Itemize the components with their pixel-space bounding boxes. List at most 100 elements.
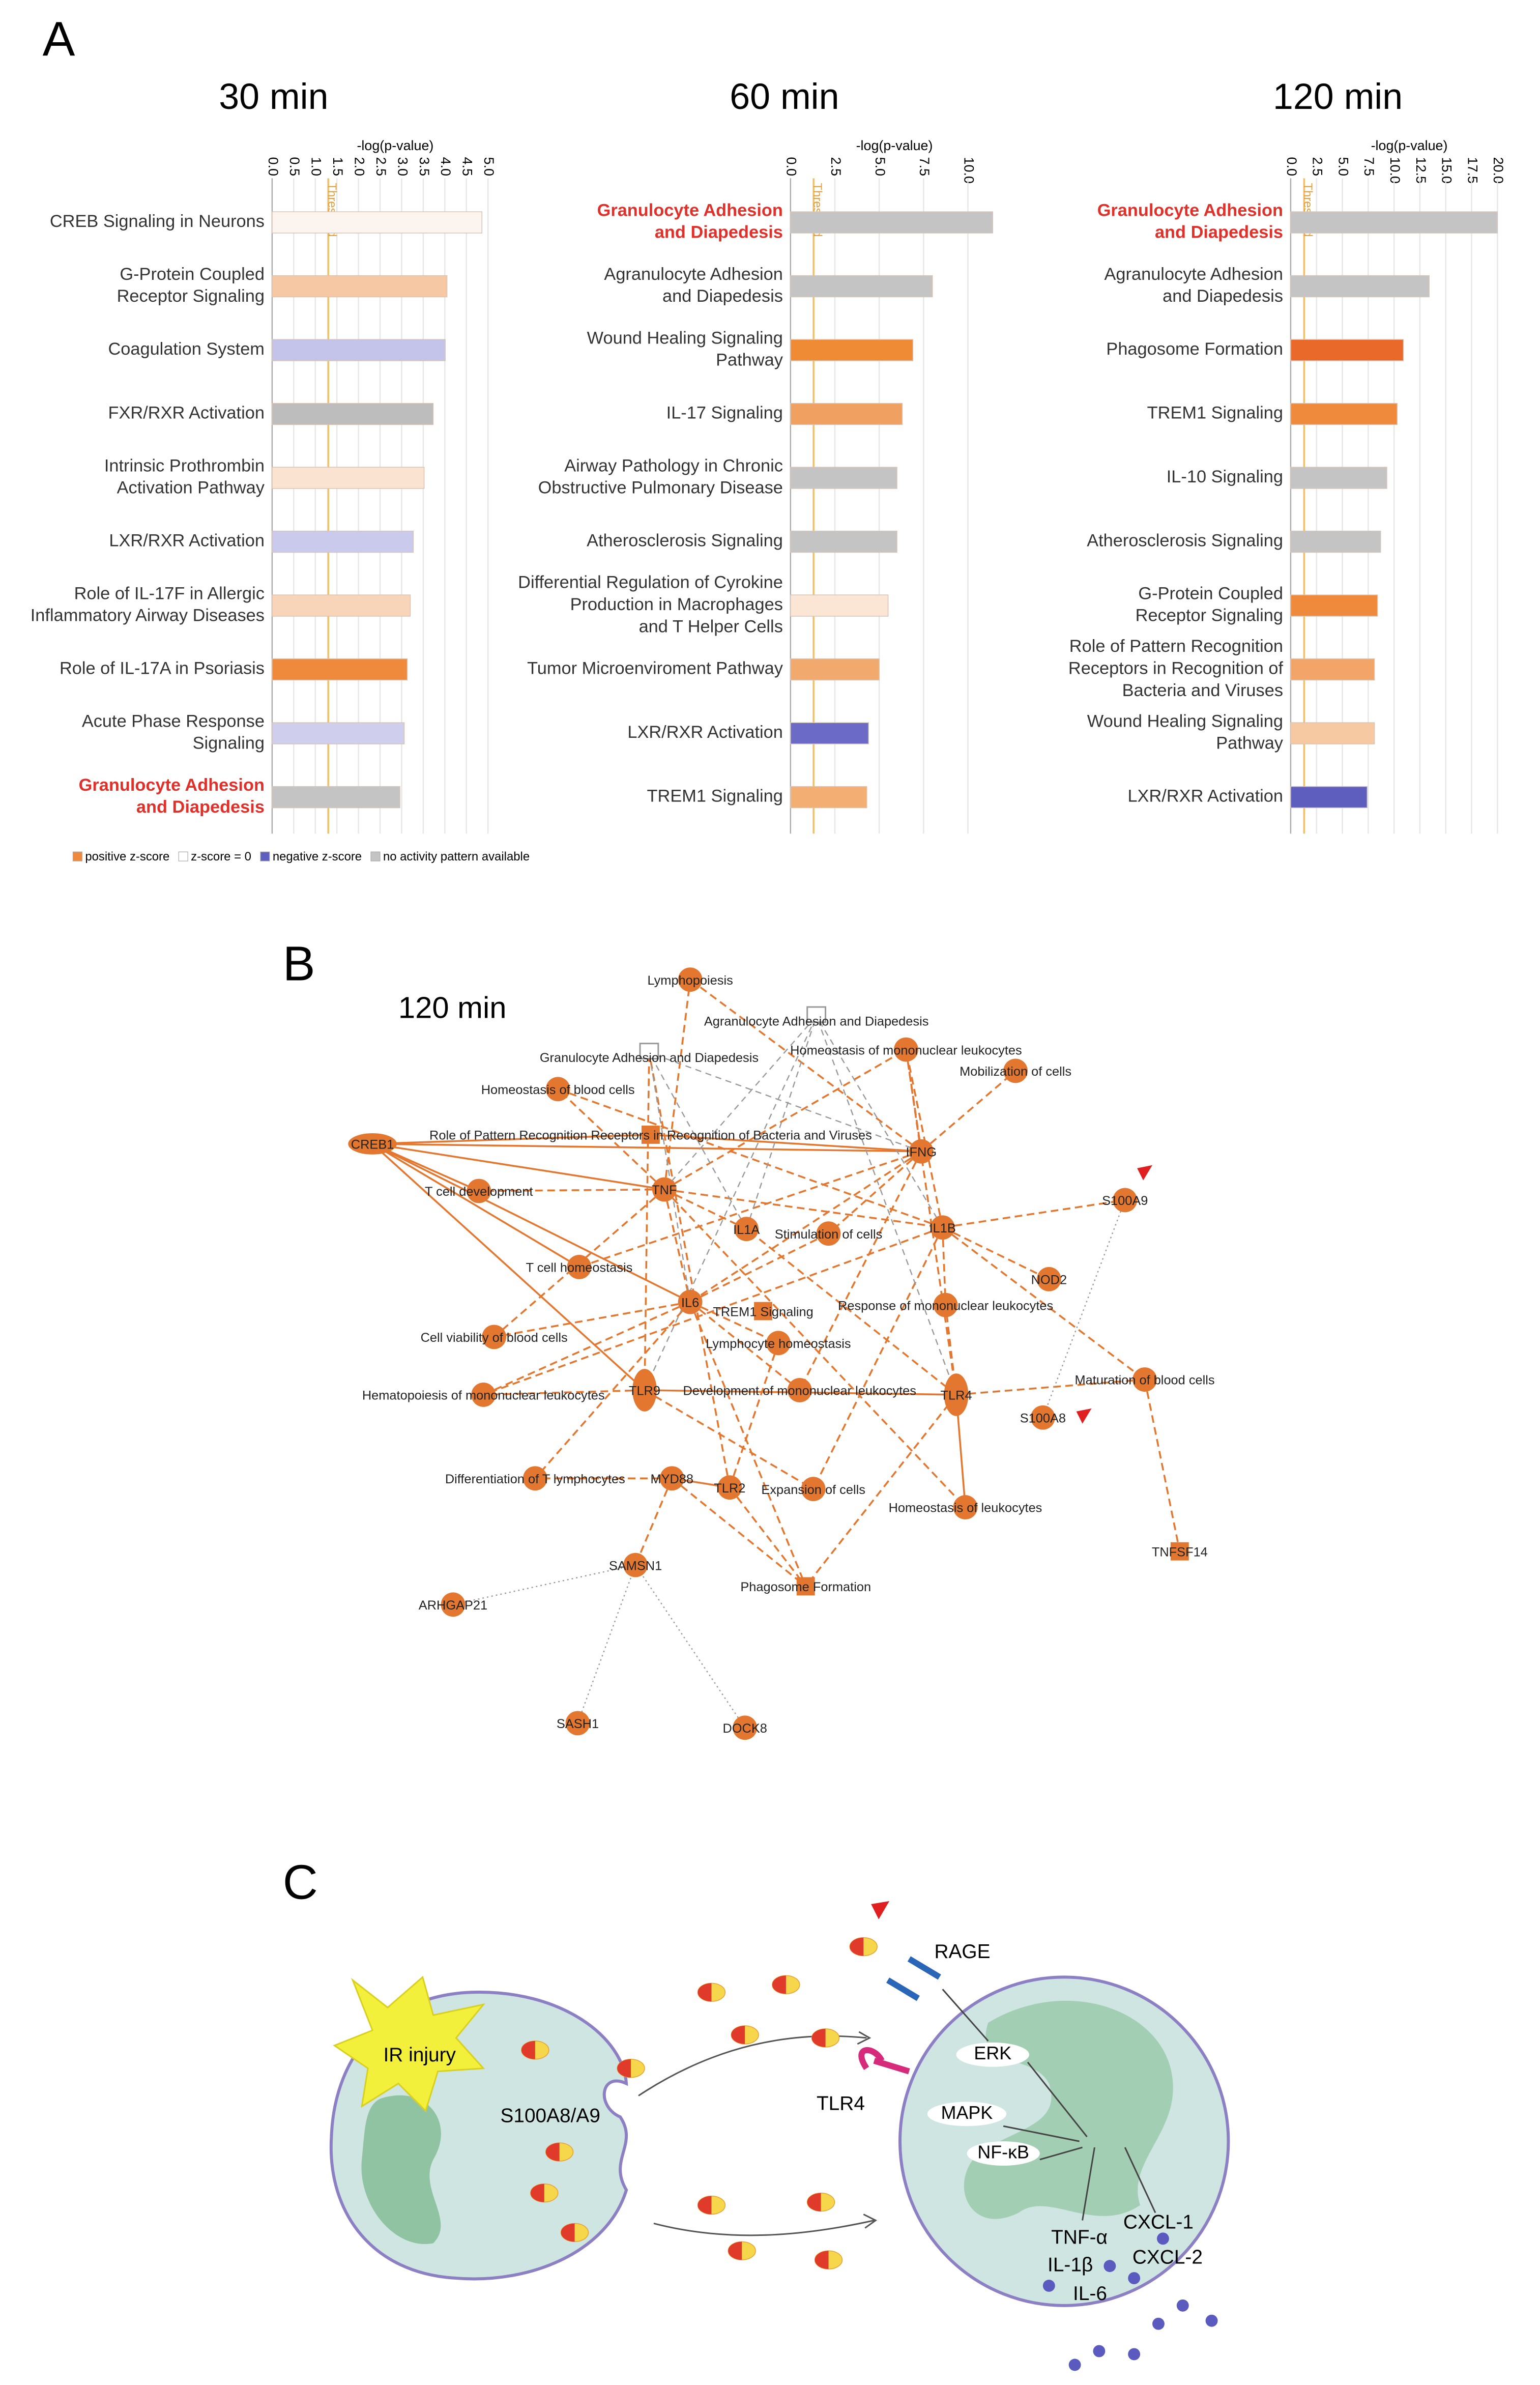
pathway-node — [967, 2141, 1040, 2166]
bar — [272, 467, 425, 489]
network-node — [1036, 1267, 1061, 1291]
network-label: IFNG — [906, 1145, 937, 1160]
network-edge — [828, 1151, 922, 1234]
x-tick-label: 7.5 — [1361, 157, 1377, 176]
protein-label: S100A8/A9 — [500, 2105, 600, 2127]
cytokine-label: TNF-α — [1051, 2227, 1108, 2249]
network-node — [806, 1006, 827, 1023]
network-node — [348, 1133, 397, 1155]
category-label: Role of IL-17A in Psoriasis — [60, 659, 265, 678]
category-label: Acute Phase Response Signaling — [82, 711, 265, 753]
network-edge — [689, 1232, 829, 1303]
network-title: 120 min — [398, 991, 507, 1025]
x-tick-label: 3.5 — [417, 157, 432, 176]
network-edge — [905, 1049, 944, 1228]
network-edge — [799, 1151, 922, 1391]
marker — [1137, 1165, 1153, 1181]
category-label: LXR/RXR Activation — [627, 723, 783, 742]
network-label: IL6 — [681, 1296, 699, 1310]
network-edge — [372, 1143, 691, 1303]
category-label: LXR/RXR Activation — [109, 531, 265, 551]
particle-half — [815, 2251, 829, 2269]
network-edge — [664, 1188, 943, 1229]
network-edge — [483, 1226, 943, 1396]
category-label: Granulocyte Adhesion and Diapedesis — [597, 200, 783, 242]
network-edge — [956, 1378, 1145, 1396]
pathway-label: NF-κB — [977, 2142, 1029, 2162]
bar — [1290, 786, 1368, 809]
network-label: T cell development — [425, 1185, 533, 1199]
bar — [272, 658, 408, 681]
x-tick-label: 0.5 — [287, 157, 302, 176]
bar — [272, 403, 434, 425]
bar — [790, 467, 897, 489]
network-node — [1030, 1405, 1055, 1430]
particle-half — [521, 2041, 535, 2059]
injury-label: IR injury — [384, 2044, 456, 2066]
network-node — [717, 1475, 742, 1500]
network-label: Phagosome Formation — [740, 1580, 871, 1594]
bar — [790, 530, 897, 553]
bar — [1290, 530, 1381, 553]
category-label: G-Protein Coupled Receptor Signaling — [1136, 584, 1283, 625]
network-node — [733, 1715, 758, 1740]
network-edge — [663, 1016, 817, 1190]
network-edge — [664, 1188, 747, 1230]
network-edge — [729, 1342, 779, 1488]
network-label: Development of mononuclear leukocytes — [683, 1384, 916, 1398]
network-node — [1170, 1542, 1189, 1561]
network-label: Hematopoiesis of mononuclear leukocytes — [362, 1389, 605, 1403]
x-tick-label: 2.5 — [1310, 157, 1325, 176]
cytokine-label: CXCL-2 — [1132, 2246, 1203, 2268]
axis-label: -log(p-value) — [357, 138, 433, 153]
network-node — [632, 1369, 657, 1412]
category-label: Granulocyte Adhesion and Diapedesis — [1097, 200, 1283, 242]
network-edge — [689, 1301, 779, 1344]
network-label: Role of Pattern Recognition Receptors in… — [429, 1129, 872, 1143]
marker — [1076, 1408, 1092, 1424]
bar — [790, 594, 889, 617]
category-label: Intrinsic Prothrombin Activation Pathway — [104, 456, 265, 497]
bar — [1290, 211, 1498, 234]
network-edge — [942, 1226, 1146, 1381]
bar — [790, 275, 933, 298]
bar — [790, 403, 903, 425]
panel-label: C — [283, 1855, 318, 1909]
network-edge — [689, 1151, 922, 1303]
bar — [790, 339, 914, 361]
category-label: Differential Regulation of Cyrokine Produ… — [518, 573, 783, 637]
category-label: Tumor Microenviroment Pathway — [527, 659, 783, 678]
pathway-label: MAPK — [941, 2103, 993, 2123]
particle-half — [530, 2183, 544, 2202]
network-edge — [483, 1301, 691, 1396]
x-tick-label: 17.5 — [1465, 157, 1480, 184]
network-edge — [729, 1487, 807, 1587]
network-node — [565, 1711, 590, 1736]
network-edge — [648, 1052, 731, 1488]
arrow — [653, 2220, 875, 2236]
arrow-head — [863, 2214, 878, 2229]
network-node — [1003, 1058, 1028, 1083]
network-edge — [649, 1052, 922, 1152]
particle-half — [807, 2193, 821, 2211]
arrow — [942, 1989, 1156, 2221]
bar — [1290, 722, 1375, 744]
legend-label: z-score = 0 — [191, 850, 251, 864]
network-label: Homeostasis of leukocytes — [889, 1501, 1042, 1515]
particle-half — [617, 2059, 631, 2078]
bar — [1290, 467, 1387, 489]
network-label: CREB1 — [351, 1138, 394, 1152]
network-edge — [816, 1016, 943, 1228]
network-node — [816, 1221, 841, 1246]
category-label: Role of Pattern Recognition Receptors in … — [1068, 637, 1284, 700]
x-tick-label: 5.0 — [481, 157, 497, 176]
network-edge — [746, 1228, 957, 1396]
network-label: TLR4 — [941, 1389, 972, 1403]
network-label: TLR2 — [714, 1481, 745, 1496]
pathway-node — [956, 2042, 1029, 2067]
x-tick-label: 2.5 — [373, 157, 389, 176]
tlr4-receptor — [858, 2047, 910, 2075]
network-label: SAMSN1 — [609, 1559, 662, 1573]
particle-half — [561, 2223, 575, 2242]
network-label: T cell homeostasis — [526, 1261, 633, 1275]
